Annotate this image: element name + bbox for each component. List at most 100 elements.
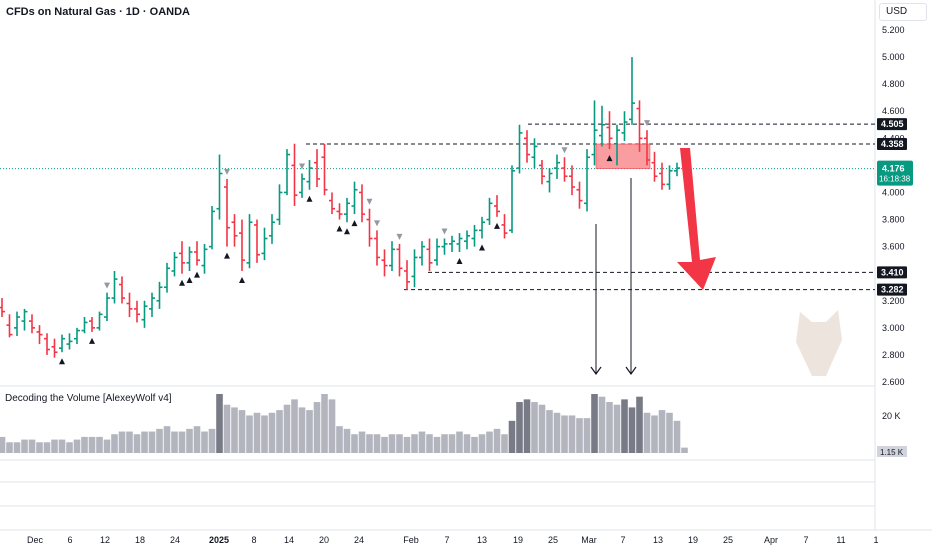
signal-down-marker xyxy=(374,220,380,227)
volume-bar xyxy=(553,412,561,453)
x-tick-label: 2025 xyxy=(209,535,229,545)
volume-bar xyxy=(471,436,478,453)
ohlc-bar xyxy=(21,308,28,331)
ohlc-bar xyxy=(104,292,110,322)
volume-bar xyxy=(36,442,43,453)
volume-last-box xyxy=(877,446,907,457)
y-tick-label: 5.200 xyxy=(882,25,905,35)
ohlc-bar xyxy=(434,238,440,266)
ohlc-bar xyxy=(389,241,395,271)
price-label-box xyxy=(877,266,907,279)
signal-down-marker xyxy=(396,233,403,240)
volume-bar xyxy=(118,431,126,453)
volume-bar xyxy=(163,426,171,453)
volume-bar xyxy=(238,410,246,453)
ohlc-bar xyxy=(411,249,418,288)
x-tick-label: Mar xyxy=(581,535,597,545)
ohlc-bar xyxy=(456,233,463,253)
ohlc-bar xyxy=(156,281,163,309)
ohlc-bar xyxy=(486,197,493,225)
price-label-text: 3.282 xyxy=(881,285,904,295)
ohlc-bar xyxy=(239,219,245,271)
x-tick-label: 20 xyxy=(319,535,329,545)
price-label-box xyxy=(877,137,907,150)
currency-button[interactable]: USD xyxy=(879,3,927,21)
signal-up-marker xyxy=(194,271,200,278)
ohlc-bar xyxy=(186,246,193,271)
volume-bar xyxy=(613,404,621,453)
y-tick-label: 4.800 xyxy=(882,79,905,89)
x-tick-label: 24 xyxy=(170,535,180,545)
ohlc-bar xyxy=(419,241,425,266)
ohlc-bar xyxy=(659,162,665,190)
volume-bar xyxy=(276,410,283,453)
volume-bar xyxy=(141,431,148,453)
volume-tick-label: 20 K xyxy=(882,411,901,421)
volume-bar xyxy=(546,410,553,453)
volume-bar xyxy=(66,442,73,453)
volume-bar xyxy=(321,394,328,453)
volume-bar xyxy=(426,434,433,453)
ohlc-bar xyxy=(314,149,320,188)
volume-bar xyxy=(673,420,681,453)
ohlc-bar xyxy=(66,333,73,350)
volume-bar xyxy=(411,434,418,453)
volume-bar xyxy=(216,394,223,453)
volume-bar xyxy=(508,420,516,453)
x-tick-label: 25 xyxy=(723,535,733,545)
ohlc-bar xyxy=(561,157,568,182)
volume-bar xyxy=(493,428,501,453)
wolf-logo xyxy=(796,310,842,376)
volume-bar xyxy=(58,439,66,453)
volume-bar xyxy=(598,396,606,453)
ohlc-bar xyxy=(246,214,253,269)
volume-bar xyxy=(186,428,193,453)
volume-bar xyxy=(478,434,486,453)
signal-up-marker xyxy=(336,225,343,232)
y-tick-label: 3.600 xyxy=(882,242,905,252)
y-tick-label: 3.200 xyxy=(882,296,905,306)
volume-bar xyxy=(561,415,568,453)
volume-bar xyxy=(306,410,313,453)
x-tick-label: 8 xyxy=(251,535,256,545)
x-tick-label: 19 xyxy=(513,535,523,545)
volume-bar xyxy=(681,447,688,453)
ohlc-bar xyxy=(0,298,5,318)
volume-bar xyxy=(193,426,201,453)
ohlc-bar xyxy=(381,249,388,277)
ohlc-bar xyxy=(44,333,50,355)
ohlc-bar xyxy=(576,181,583,209)
x-tick-label: 18 xyxy=(135,535,145,545)
volume-bar xyxy=(583,418,591,453)
volume-bar xyxy=(81,436,88,453)
volume-bar xyxy=(666,412,673,453)
ohlc-bar xyxy=(261,227,268,261)
ohlc-bar xyxy=(36,325,43,345)
volume-bar xyxy=(591,394,598,453)
signal-down-marker xyxy=(644,120,650,127)
ohlc-bar xyxy=(471,224,478,247)
x-tick-label: 7 xyxy=(620,535,625,545)
ohlc-bar xyxy=(404,260,410,290)
volume-bar xyxy=(643,412,651,453)
x-tick-label: 24 xyxy=(354,535,364,545)
ohlc-bar xyxy=(171,252,178,277)
price-label-box xyxy=(877,118,907,131)
ohlc-bar xyxy=(614,124,620,166)
ohlc-bar xyxy=(501,214,508,239)
x-tick-label: 14 xyxy=(284,535,294,545)
volume-bar xyxy=(253,412,261,453)
x-tick-label: 11 xyxy=(836,535,845,545)
ohlc-bar xyxy=(441,238,448,255)
signal-up-marker xyxy=(456,258,463,265)
x-tick-label: 12 xyxy=(100,535,110,545)
volume-bar xyxy=(208,428,216,453)
volume-bar xyxy=(88,436,96,453)
volume-bar xyxy=(6,442,13,453)
ohlc-bar xyxy=(141,300,148,328)
volume-bar xyxy=(373,434,381,453)
volume-bar xyxy=(651,415,658,453)
ohlc-bar xyxy=(449,235,455,253)
ohlc-bar xyxy=(201,243,208,274)
